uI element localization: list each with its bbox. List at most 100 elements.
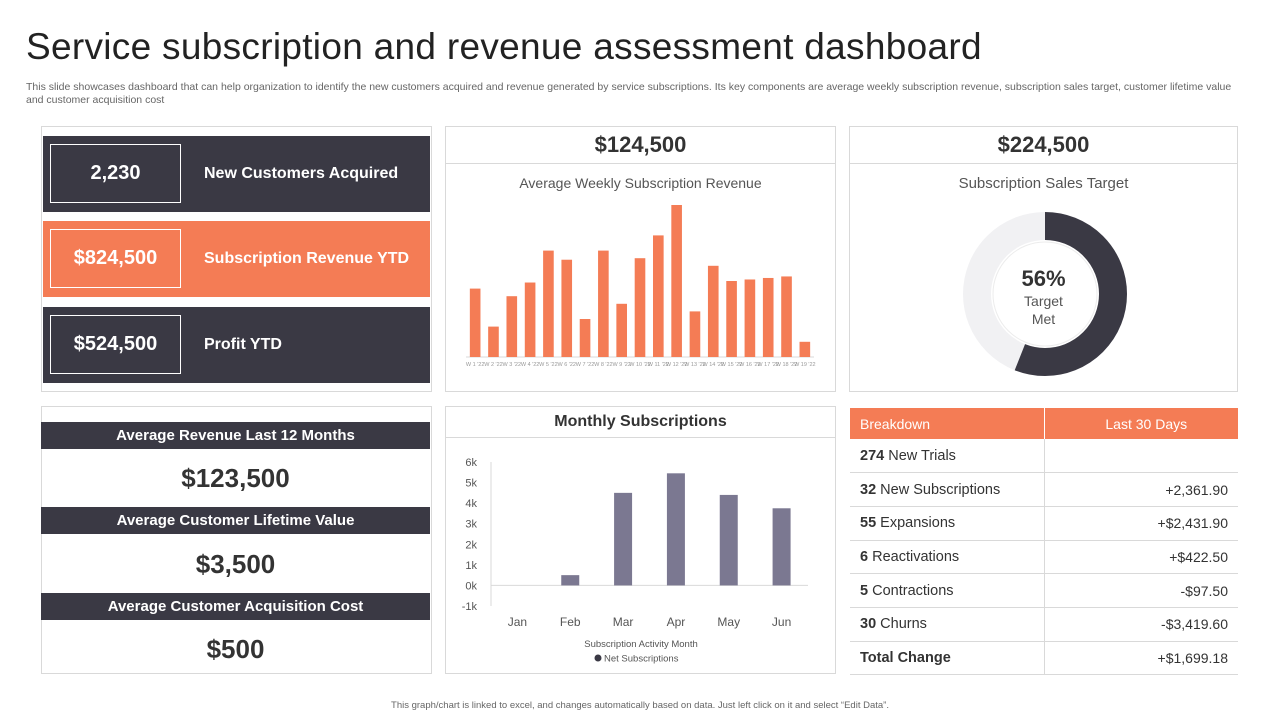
weekly-bar [506, 296, 518, 357]
table-row: 5 Contractions -$97.50 [850, 573, 1238, 608]
weekly-bar [762, 277, 774, 357]
legend-marker [594, 654, 602, 662]
sales-target-card: $224,500 Subscription Sales Target 56% T… [849, 126, 1238, 392]
x-tick-label: May [717, 615, 740, 629]
breakdown-header: Breakdown [850, 408, 1044, 439]
weekly-bar [524, 282, 536, 357]
breakdown-label-text: Expansions [876, 515, 956, 532]
table-row: 55 Expansions +$2,431.90 [850, 506, 1238, 541]
weekly-bar [653, 235, 664, 357]
weekly-bar [744, 279, 756, 357]
y-tick-label: -1k [462, 601, 478, 613]
legend-label: Net Subscriptions [604, 654, 679, 665]
x-tick-label: Mar [613, 615, 634, 629]
x-tick-label: W 16 '22 [739, 362, 761, 368]
breakdown-count: 30 [860, 616, 877, 633]
breakdown-label-text: New Trials [884, 447, 956, 464]
breakdown-value: -$97.50 [1043, 573, 1238, 608]
avg-revenue-value: $123,500 [181, 463, 290, 493]
total-row: Total Change +$1,699.18 [850, 641, 1238, 676]
table-header-row: Breakdown Last 30 Days [850, 408, 1238, 439]
breakdown-label-text: Churns [876, 616, 927, 633]
x-tick-label: Apr [667, 615, 686, 629]
x-tick-label: W 6 '22 [557, 362, 575, 368]
monthly-bar [561, 575, 580, 586]
monthly-subscriptions-title: Monthly Subscriptions [446, 407, 835, 438]
monthly-subscriptions-card: Monthly Subscriptions 6k 5k 4k 3k 2k 1k 0k -1k J… [445, 406, 836, 674]
x-tick-label: W 12 '22 [666, 362, 688, 368]
donut-hole [992, 241, 1098, 347]
x-tick-label: Feb [560, 615, 581, 629]
x-tick-label: W 13 '22 [684, 362, 706, 368]
monthly-bar [772, 508, 791, 586]
weekly-bar [469, 288, 481, 357]
breakdown-label: 32 New Subscriptions [850, 472, 1044, 507]
page-title: Service subscription and revenue assessm… [26, 26, 982, 67]
weekly-bar [781, 276, 792, 357]
weekly-bar [799, 341, 811, 357]
x-tick-label: W 1 '22 [466, 362, 484, 368]
monthly-subscriptions-chart: 6k 5k 4k 3k 2k 1k 0k -1k Jan Feb Mar Apr May Jun Subsc… [462, 457, 808, 665]
kpi-subscription-revenue: $824,500 Subscription Revenue YTD [43, 221, 430, 297]
weekly-revenue-title: Average Weekly Subscription Revenue [519, 175, 762, 191]
breakdown-value: +$2,431.90 [1043, 506, 1238, 541]
weekly-bar [488, 326, 499, 357]
breakdown-count: 5 [860, 582, 869, 599]
x-tick-label: W 5 '22 [539, 362, 557, 368]
kpi-value: 2,230 [50, 144, 181, 203]
donut-percent: 56% [1021, 266, 1066, 291]
donut-slice-target-met [963, 212, 1127, 376]
x-tick-label: Jan [508, 615, 527, 629]
kpi-label: New Customers Acquired [204, 165, 399, 182]
x-tick-label: W 2 '22 [484, 362, 502, 368]
breakdown-label: 5 Contractions [850, 573, 1044, 608]
avg-acquisition-cost-label: Average Customer Acquisition Cost [41, 593, 430, 620]
kpi-value: $524,500 [50, 315, 181, 374]
x-tick-label: W 17 '22 [757, 362, 779, 368]
kpi-profit: $524,500 Profit YTD [43, 307, 430, 383]
breakdown-value [1043, 439, 1238, 474]
total-label: Total Change [850, 641, 1044, 676]
x-tick-label: W 7 '22 [576, 362, 594, 368]
last-30-days-header: Last 30 Days [1043, 408, 1238, 439]
weekly-bar [579, 319, 591, 357]
x-tick-label: Jun [772, 615, 791, 629]
weekly-bar [671, 205, 682, 357]
breakdown-value: -$3,419.60 [1043, 607, 1238, 642]
breakdown-value: +2,361.90 [1043, 472, 1238, 507]
weekly-bar [598, 250, 609, 357]
monthly-bar [666, 473, 685, 586]
weekly-bar [726, 281, 737, 357]
breakdown-label: 6 Reactivations [850, 540, 1044, 575]
x-tick-label: W 3 '22 [503, 362, 521, 368]
breakdown-label-text: Contractions [868, 582, 954, 599]
total-label-text: Total Change [860, 649, 951, 666]
y-tick-label: 1k [465, 560, 477, 572]
sales-target-donut [963, 212, 1127, 376]
x-tick-label: W 4 '22 [521, 362, 539, 368]
avg-revenue-label: Average Revenue Last 12 Months [41, 422, 430, 449]
donut-caption-line1: Target [1024, 293, 1063, 309]
weekly-revenue-card: $124,500 Average Weekly Subscription Rev… [445, 126, 836, 392]
kpi-value: $824,500 [50, 229, 181, 288]
x-tick-label: W 14 '22 [702, 362, 724, 368]
donut-caption-line2: Met [1031, 311, 1056, 327]
breakdown-count: 6 [860, 548, 869, 565]
monthly-bar [719, 494, 738, 586]
sales-target-headline: $224,500 [850, 127, 1237, 164]
weekly-revenue-headline: $124,500 [446, 127, 835, 164]
breakdown-count: 274 [860, 447, 885, 464]
breakdown-table: Breakdown Last 30 Days 274 New Trials 32 … [850, 408, 1238, 676]
kpi-new-customers: 2,230 New Customers Acquired [43, 136, 430, 212]
x-tick-label: W 11 '22 [648, 362, 669, 368]
table-row: 32 New Subscriptions +2,361.90 [850, 472, 1238, 507]
weekly-bar [634, 258, 646, 357]
breakdown-label: 274 New Trials [850, 439, 1044, 474]
x-tick-label: W 15 '22 [721, 362, 743, 368]
breakdown-count: 55 [860, 515, 877, 532]
weekly-bar [707, 265, 719, 357]
sales-target-title: Subscription Sales Target [958, 175, 1129, 192]
breakdown-label: 55 Expansions [850, 506, 1044, 541]
breakdown-value: +$422.50 [1043, 540, 1238, 575]
breakdown-label-text: Reactivations [868, 548, 960, 565]
